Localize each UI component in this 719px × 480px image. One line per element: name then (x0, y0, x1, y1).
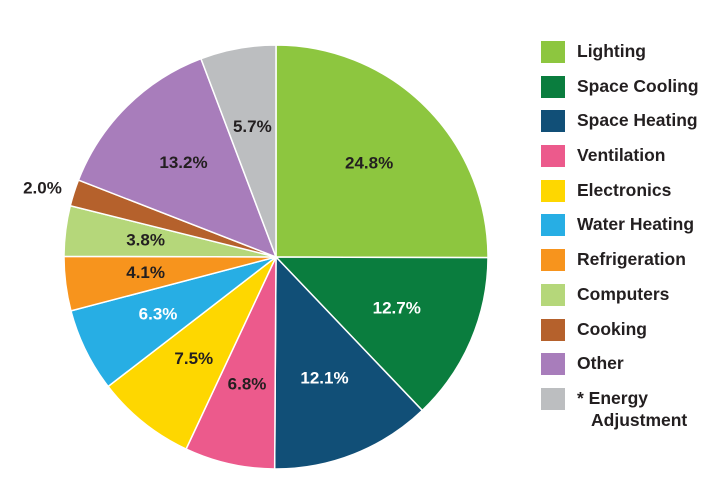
legend-swatch (541, 214, 565, 237)
legend-label: Ventilation (577, 145, 666, 166)
legend-label: Electronics (577, 179, 672, 200)
slice-label: 12.1% (300, 369, 348, 388)
legend-label: Computers (577, 283, 670, 304)
legend-label: Other (577, 353, 624, 374)
legend-item: Other (541, 352, 719, 387)
legend-item: Water Heating (541, 213, 719, 248)
legend-swatch (541, 41, 565, 63)
legend-swatch (541, 110, 565, 133)
pie-slice (274, 256, 489, 412)
pie-chart: 24.8% 12.7% 12.1% 6.8% 7.5% 6.3% 4.1% 3.8% 2.0% 1… (23, 44, 489, 470)
slice-label: 4.1% (126, 263, 165, 282)
legend-item: * Energy Adjustment (541, 387, 719, 430)
legend-label: Cooking (577, 318, 647, 339)
legend-item: Lighting (541, 40, 719, 75)
slice-label: 7.5% (174, 349, 213, 368)
legend-label: Lighting (577, 41, 647, 61)
slice-label: 2.0% (23, 178, 62, 197)
legend-item: Space Cooling (541, 75, 719, 110)
legend-swatch (541, 75, 565, 98)
legend-label: Space Cooling (577, 75, 699, 96)
slice-label: 13.2% (159, 153, 207, 172)
slice-label: 12.7% (373, 298, 421, 317)
legend-label: Water Heating (577, 214, 695, 235)
legend-swatch (541, 353, 565, 376)
pie-slice (275, 44, 489, 259)
legend-label: * Energy Adjustment (577, 387, 688, 430)
legend: Lighting Space Cooling Space Heating Ventil… (541, 40, 719, 430)
legend-swatch (541, 387, 565, 410)
legend-item: Space Heating (541, 109, 719, 144)
slice-label: 6.3% (139, 304, 178, 323)
legend-item: Computers (541, 283, 719, 318)
legend-item: Refrigeration (541, 248, 719, 283)
pie-slice (273, 255, 424, 470)
legend-swatch (541, 249, 565, 272)
pie-slice (200, 44, 277, 258)
legend-swatch (541, 318, 565, 341)
pie-slice (107, 256, 277, 450)
legend-swatch (541, 283, 565, 306)
slice-label: 5.7% (233, 117, 272, 136)
slice-label: 24.8% (345, 154, 393, 173)
pie-slice (77, 57, 278, 259)
legend-swatch (541, 179, 565, 202)
legend-swatch (541, 145, 565, 168)
legend-item: Electronics (541, 179, 719, 214)
legend-item: Cooking (541, 318, 719, 353)
slice-label: 6.8% (228, 375, 267, 394)
legend-item: Ventilation (541, 144, 719, 179)
slice-label: 3.8% (126, 230, 165, 249)
legend-label: Refrigeration (577, 249, 686, 270)
legend-label: Space Heating (577, 110, 698, 131)
